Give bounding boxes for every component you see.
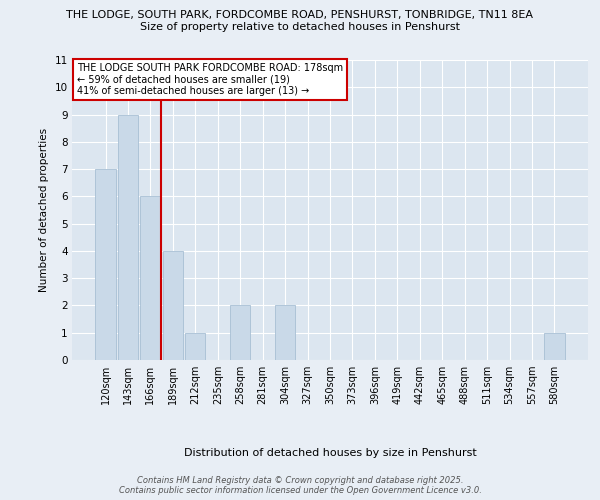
Bar <box>118 114 138 360</box>
Bar <box>140 196 161 360</box>
Text: Contains HM Land Registry data © Crown copyright and database right 2025.
Contai: Contains HM Land Registry data © Crown c… <box>119 476 481 495</box>
Y-axis label: Number of detached properties: Number of detached properties <box>39 128 49 292</box>
Text: THE LODGE, SOUTH PARK, FORDCOMBE ROAD, PENSHURST, TONBRIDGE, TN11 8EA: THE LODGE, SOUTH PARK, FORDCOMBE ROAD, P… <box>67 10 533 20</box>
Bar <box>544 332 565 360</box>
Bar <box>95 169 116 360</box>
Text: Size of property relative to detached houses in Penshurst: Size of property relative to detached ho… <box>140 22 460 32</box>
Bar <box>230 306 250 360</box>
Text: THE LODGE SOUTH PARK FORDCOMBE ROAD: 178sqm
← 59% of detached houses are smaller: THE LODGE SOUTH PARK FORDCOMBE ROAD: 178… <box>77 63 343 96</box>
Bar <box>275 306 295 360</box>
Bar <box>185 332 205 360</box>
Bar <box>163 251 183 360</box>
Text: Distribution of detached houses by size in Penshurst: Distribution of detached houses by size … <box>184 448 476 458</box>
